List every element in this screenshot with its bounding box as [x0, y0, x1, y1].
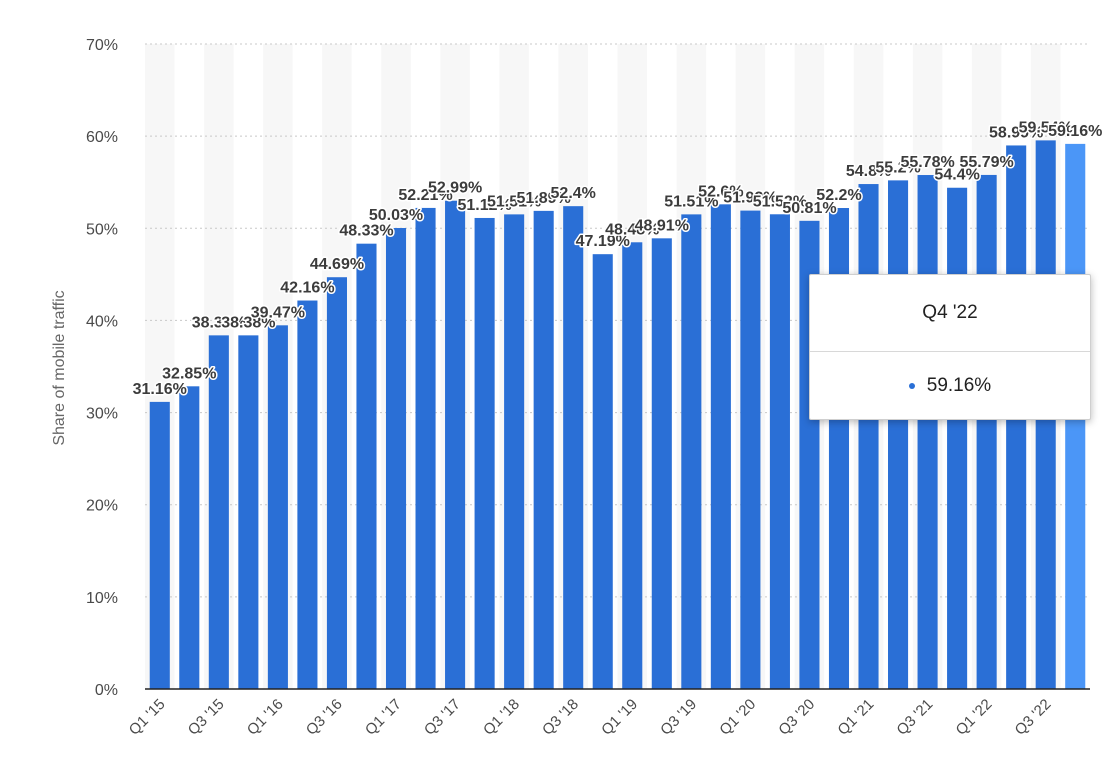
bar: [710, 204, 731, 690]
y-tick-label: 50%: [86, 221, 118, 238]
data-label: 48.33%: [339, 223, 393, 240]
data-label: 51.52%: [753, 193, 807, 210]
x-tick-label: Q3 '19: [657, 696, 700, 739]
bar: [267, 325, 288, 689]
bar: [888, 180, 909, 689]
x-tick-label: Q1 '21: [834, 696, 877, 739]
x-tick-label: Q1 '17: [362, 696, 405, 739]
data-label: 54.8%: [846, 163, 891, 180]
bar: [326, 277, 347, 689]
bar: [356, 243, 377, 689]
bar: [297, 300, 318, 689]
bar: [504, 214, 525, 690]
x-tick-label: Q3 '22: [1012, 696, 1055, 739]
tooltip-value: 59.16%: [926, 375, 992, 396]
bar: [651, 238, 672, 689]
data-label: 31.16%: [133, 381, 187, 398]
data-label: 51.92%: [723, 190, 777, 207]
y-tick-label: 20%: [86, 498, 118, 515]
bar: [592, 254, 613, 689]
data-label: 52.4%: [551, 185, 596, 202]
tooltip: Q4 '22 59.16%: [809, 274, 1091, 420]
data-label: 55.2%: [875, 159, 920, 176]
data-label: 51.51%: [487, 193, 541, 210]
data-label: 51.51%: [664, 193, 718, 210]
y-tick-label: 40%: [86, 313, 118, 330]
data-label: 44.69%: [310, 256, 364, 273]
x-tick-label: Q3 '21: [893, 696, 936, 739]
data-label: 48.91%: [635, 217, 689, 234]
data-label: 52.6%: [698, 183, 743, 200]
bar: [976, 174, 997, 689]
bar: [681, 214, 702, 690]
data-label: 39.47%: [251, 304, 305, 321]
bar: [415, 207, 436, 689]
x-tick-label: Q3 '20: [775, 696, 818, 739]
x-tick-label: Q3 '17: [421, 696, 464, 739]
data-label: 38.38%: [221, 314, 275, 331]
data-labels: 31.16%32.85%38.38%38.38%39.47%42.16%44.6…: [131, 118, 1104, 400]
data-label: 32.85%: [162, 365, 216, 382]
x-tick-label: Q1 '22: [953, 696, 996, 739]
bar-series: [149, 140, 1086, 690]
bar: [769, 214, 790, 689]
bar: [149, 401, 170, 689]
data-label: 59.54%: [1019, 119, 1073, 136]
bar: [474, 217, 495, 690]
data-label: 50.03%: [369, 207, 423, 224]
bar: [740, 210, 761, 689]
data-label: 52.99%: [428, 180, 482, 197]
data-label: 51.12%: [457, 197, 511, 214]
data-label: 48.48%: [605, 221, 659, 238]
y-tick-label: 10%: [86, 590, 118, 607]
x-tick-label: Q3 '15: [185, 696, 228, 739]
data-label: 47.19%: [576, 233, 630, 250]
data-label: 52.21%: [398, 187, 452, 204]
bar: [385, 228, 407, 690]
data-label: 52.2%: [816, 187, 861, 204]
x-tick-label: Q1 '19: [598, 696, 641, 739]
x-tick-label: Q1 '15: [126, 696, 169, 739]
bar: [238, 335, 259, 689]
x-tick-label: Q1 '18: [480, 696, 523, 739]
data-label: 54.4%: [934, 167, 979, 184]
y-tick-label: 70%: [86, 37, 118, 54]
data-label: 55.78%: [900, 154, 954, 171]
data-label: 42.16%: [280, 280, 334, 297]
data-label: 38.38%: [192, 314, 246, 331]
bar: [917, 175, 938, 689]
bar: [533, 210, 554, 689]
data-label: 58.99%: [989, 124, 1043, 141]
data-label: 59.16%: [1048, 123, 1102, 140]
data-label: 51.89%: [517, 190, 571, 207]
y-axis-ticks: 0% 10% 20% 30% 40% 50% 60% 70%: [86, 37, 118, 699]
x-tick-label: Q3 '18: [539, 696, 582, 739]
bar: [947, 187, 968, 689]
x-tick-label: Q1 '20: [716, 696, 759, 739]
tooltip-row: 59.16%: [810, 352, 1090, 420]
y-tick-label: 30%: [86, 406, 118, 423]
x-tick-label: Q3 '16: [303, 696, 346, 739]
bar: [445, 200, 466, 690]
y-tick-label: 60%: [86, 129, 118, 146]
bar: [179, 386, 200, 689]
bar: [208, 335, 229, 689]
tooltip-title: Q4 '22: [810, 275, 1090, 352]
bar: [563, 206, 584, 689]
x-axis-ticks: Q1 '15 Q3 '15 Q1 '16 Q3 '16 Q1 '17 Q3 '17 Q1 '…: [126, 696, 1055, 739]
x-tick-label: Q1 '16: [244, 696, 287, 739]
y-axis-label: Share of mobile traffic: [51, 290, 68, 445]
y-tick-label: 0%: [95, 682, 118, 699]
series-dot-icon: [908, 383, 915, 389]
bar: [622, 242, 643, 689]
data-label: 50.81%: [782, 200, 836, 217]
data-label: 55.79%: [960, 154, 1014, 171]
bar: [858, 184, 879, 690]
